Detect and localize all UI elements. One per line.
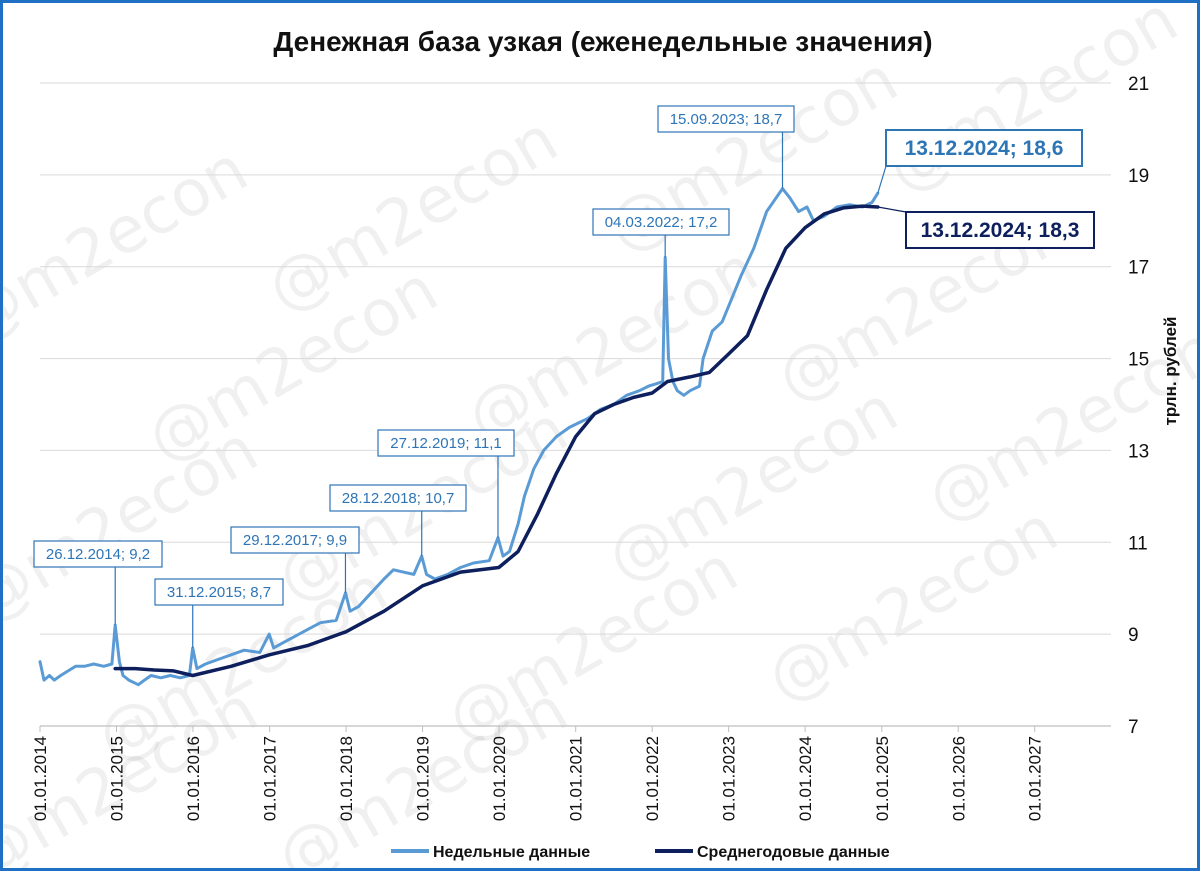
axes: 7 9 11 13 15 17 19 21 01.01.2014 01.01.2015 01.01.… — [31, 74, 1149, 821]
x-tick-label: 01.01.2018 — [337, 736, 356, 821]
series-layer — [38, 187, 880, 687]
annotation-label: 13.12.2024; 18,3 — [921, 219, 1080, 242]
gridlines — [40, 82, 1111, 635]
annotation-box — [154, 578, 284, 606]
y-tick-label: 9 — [1128, 625, 1139, 646]
annotation-label: 13.12.2024; 18,6 — [905, 137, 1064, 160]
y-tick-label: 11 — [1128, 533, 1148, 554]
annotation-label: 26.12.2014; 9,2 — [46, 546, 150, 563]
annotation-box — [329, 484, 467, 512]
y-tick-label: 17 — [1128, 258, 1149, 279]
x-tick-label: 01.01.2017 — [261, 736, 280, 821]
x-tick-label: 01.01.2022 — [643, 736, 662, 821]
legend-label-annual: Среднегодовые данные — [697, 844, 890, 861]
annotation-box — [33, 540, 163, 568]
x-tick-label: 01.01.2027 — [1026, 736, 1045, 821]
y-axis-label: трлн. рублей — [1161, 317, 1180, 426]
annotation-label: 29.12.2017; 9,9 — [243, 532, 347, 549]
x-tick-label: 01.01.2016 — [184, 736, 203, 821]
annotation-label: 31.12.2015; 8,7 — [167, 584, 271, 601]
annotation-box — [657, 105, 795, 133]
y-tick-label: 19 — [1128, 166, 1149, 187]
watermark-text: @m2econ — [3, 132, 260, 357]
annotation-label: 27.12.2019; 11,1 — [390, 435, 502, 452]
watermark-text: @m2econ — [915, 312, 1197, 537]
chart-title: Денежная база узкая (еженедельные значен… — [273, 26, 932, 57]
x-tick-label: 01.01.2019 — [414, 736, 433, 821]
annotation-box — [230, 526, 360, 554]
annotation-label: 04.03.2022; 17,2 — [605, 214, 718, 231]
annotation-box — [885, 129, 1083, 167]
x-tick-label: 01.01.2024 — [796, 736, 815, 821]
legend-label-weekly: Недельные данные — [433, 844, 590, 861]
y-tick-label: 13 — [1128, 441, 1149, 462]
y-tick-label: 7 — [1128, 717, 1139, 738]
annotation-box — [592, 208, 730, 236]
x-tick-label: 01.01.2021 — [567, 736, 586, 821]
x-tick-label: 01.01.2020 — [490, 736, 509, 821]
x-tick-label: 01.01.2014 — [31, 736, 50, 821]
y-tick-label: 21 — [1128, 74, 1149, 95]
watermark-text: @m2econ — [595, 372, 910, 597]
annotation-leader — [877, 165, 887, 194]
x-tick-label: 01.01.2015 — [107, 736, 126, 821]
annotation-label: 28.12.2018; 10,7 — [342, 490, 455, 507]
annotation-box — [905, 211, 1095, 249]
x-tick-label: 01.01.2026 — [949, 736, 968, 821]
y-tick-label: 15 — [1128, 350, 1149, 371]
series-line-weekly — [38, 187, 880, 687]
series-line-annual — [113, 204, 880, 678]
chart: @m2econ@m2econ @m2econ@m2econ@m2econ @m2ec… — [3, 3, 1197, 868]
x-tick-label: 01.01.2025 — [873, 736, 892, 821]
annotation-leader — [877, 206, 907, 213]
annotation-label: 15.09.2023; 18,7 — [670, 111, 783, 128]
x-tick-label: 01.01.2023 — [720, 736, 739, 821]
legend: Недельные данные Среднегодовые данные — [391, 844, 890, 861]
annotation-box — [377, 429, 515, 457]
annotations: 26.12.2014; 9,2 31.12.2015; 8,7 29.12.2017… — [33, 105, 1095, 648]
watermark-text: @m2econ — [755, 492, 1070, 717]
